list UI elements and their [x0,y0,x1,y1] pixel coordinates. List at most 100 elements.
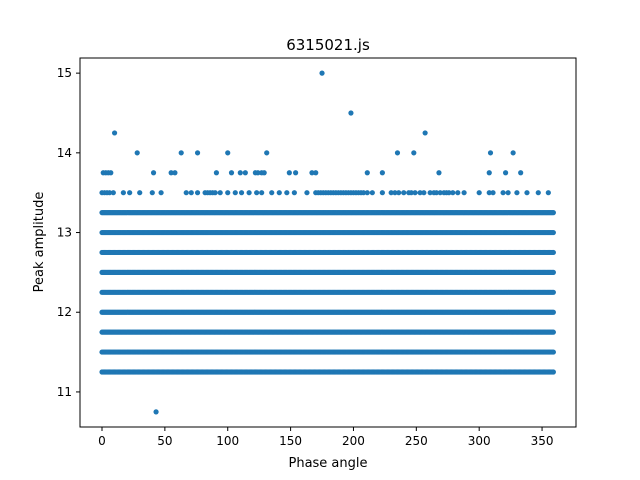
y-tick-label: 13 [57,226,72,240]
data-point [120,190,126,196]
chart-title: 6315021.js [286,36,370,54]
data-point [228,170,235,176]
data-point [217,190,223,196]
data-point [232,190,238,196]
data-point [518,170,524,176]
data-point [153,409,159,415]
data-point [476,190,482,196]
x-tick-label: 200 [342,434,365,448]
data-point [379,170,385,176]
data-point [510,150,516,156]
x-tick-label: 300 [468,434,491,448]
data-point [150,170,157,176]
data-point [309,170,315,176]
data-point [550,289,556,295]
data-point [264,150,270,156]
data-point [408,190,414,196]
data-point [550,269,556,275]
data-point [500,190,506,196]
data-points [99,70,556,415]
data-point [319,70,325,76]
data-point [550,249,556,256]
plot-frame [79,57,577,428]
data-point [238,190,245,196]
y-tick-label: 14 [57,146,72,160]
y-tick-label: 11 [57,385,72,399]
data-point [411,150,417,156]
data-point [149,190,155,196]
data-point [455,190,461,196]
data-point [388,190,394,196]
data-point [446,190,452,196]
data-point [284,190,290,196]
data-point [417,190,423,196]
data-point [172,170,178,176]
data-point [401,190,407,196]
data-point [110,190,116,196]
data-point [134,150,140,156]
data-point [242,170,248,176]
data-point [392,190,398,196]
data-point [246,190,252,196]
data-point [108,170,114,176]
data-point [450,190,456,196]
x-tick-label: 350 [531,434,554,448]
x-tick-label: 250 [405,434,428,448]
data-point [437,190,443,196]
data-point [550,349,556,355]
x-tick-label: 150 [279,434,302,448]
data-point [514,190,520,196]
data-point [461,190,467,196]
data-point [259,190,265,196]
data-point [379,190,385,196]
data-point [137,190,143,196]
data-point [545,190,551,196]
data-point [369,190,375,196]
data-point [261,170,267,176]
data-point [535,190,541,196]
data-point [106,190,113,196]
data-point [433,190,440,196]
data-point [486,190,492,196]
data-point [158,190,164,196]
data-point [194,190,201,196]
data-point [237,170,243,176]
x-tick-label: 50 [157,434,172,448]
data-point [212,190,218,196]
data-point [178,150,184,156]
data-point [422,130,428,136]
data-point [194,150,201,156]
data-point [421,190,427,196]
data-point [269,190,275,196]
data-point [293,170,299,176]
data-point [127,190,133,196]
y-tick-label: 12 [57,305,72,319]
data-point [291,190,297,196]
data-point [487,150,494,156]
data-point [505,190,511,196]
data-point [286,170,292,176]
data-point [550,309,556,315]
y-axis-label: Peak amplitude [32,192,47,293]
data-point [188,190,194,196]
data-point [394,150,401,156]
data-point [550,329,556,335]
data-point [427,190,433,196]
data-point [111,130,118,136]
data-point [364,170,370,176]
data-point [276,190,282,196]
data-point [313,170,319,176]
x-tick-label: 0 [98,434,106,448]
data-point [396,190,402,196]
data-point [213,170,220,176]
x-axis-label: Phase angle [288,456,367,471]
data-point [524,190,530,196]
data-point [364,190,370,196]
data-point [348,110,354,116]
data-point [550,210,556,216]
data-point [183,190,189,196]
data-point [168,170,174,176]
data-point [550,369,556,375]
